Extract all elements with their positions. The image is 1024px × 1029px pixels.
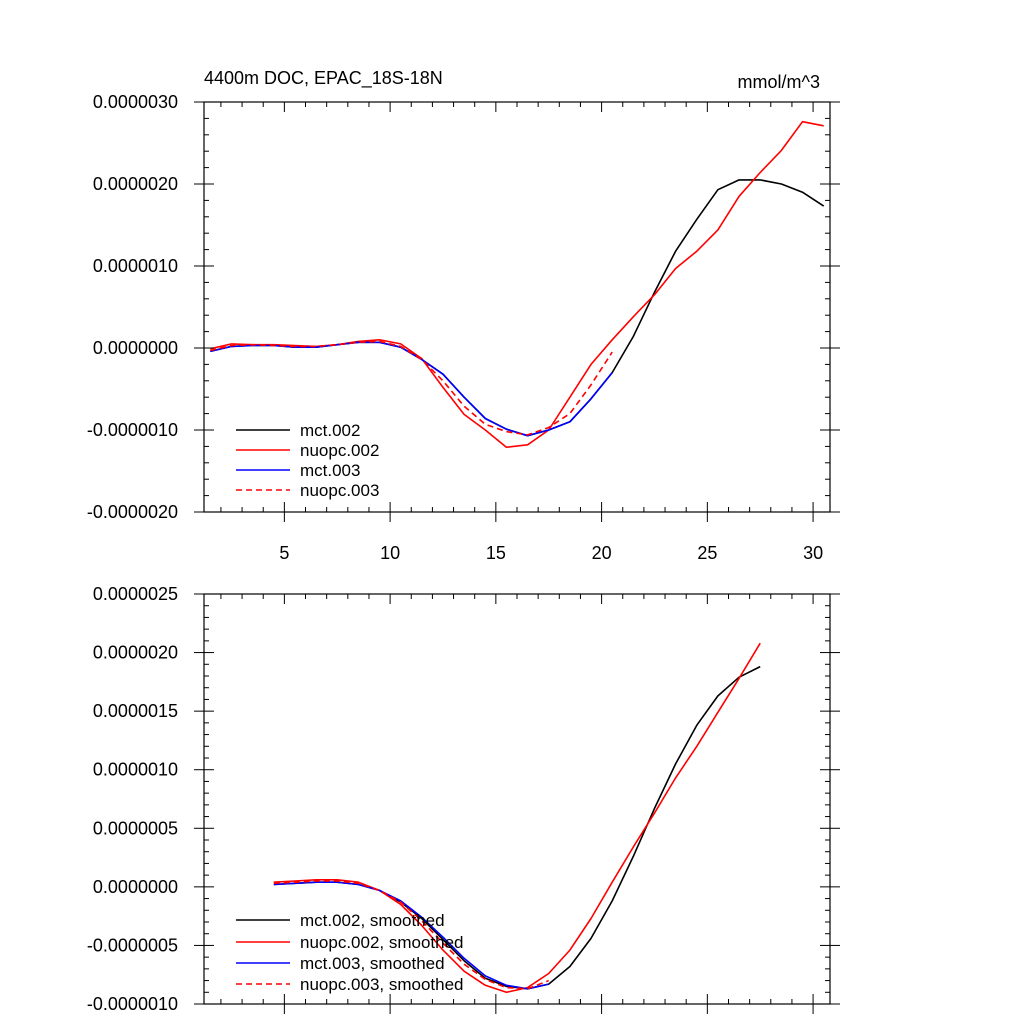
bottom-legend: mct.002, smoothed nuopc.002, smoothed mc…	[236, 911, 464, 994]
top-panel: 5 10 15 20 25 30 -0.0000020 -0.0000010 0.0000000…	[87, 68, 840, 563]
top-y-tick-label: -0.0000010	[87, 420, 178, 440]
top-y-tick-label: -0.0000020	[87, 502, 178, 522]
top-series-line-nuopc-003	[210, 340, 613, 436]
top-legend: mct.002 nuopc.002 mct.003 nuopc.003	[236, 421, 379, 500]
top-y-tick-label: 0.0000000	[93, 338, 178, 358]
top-x-tick-label: 15	[486, 543, 506, 563]
top-x-tick-label: 25	[697, 543, 717, 563]
bottom-y-tick-label: 0.0000000	[93, 877, 178, 897]
top-x-tick-label: 30	[803, 543, 823, 563]
top-y-tick-label: 0.0000020	[93, 174, 178, 194]
bottom-series-group	[273, 642, 761, 994]
bottom-y-tick-label: 0.0000020	[93, 643, 178, 663]
top-chart-title: 4400m DOC, EPAC_18S-18N	[204, 68, 443, 89]
top-x-tick-label: 10	[380, 543, 400, 563]
top-legend-label-nuopc-002: nuopc.002	[300, 441, 379, 460]
top-legend-label-nuopc-003: nuopc.003	[300, 481, 379, 500]
top-ticks-group: 5 10 15 20 25 30 -0.0000020 -0.0000010 0.0000000…	[87, 92, 840, 563]
top-series-group	[210, 120, 825, 449]
bottom-y-tick-label: -0.0000010	[87, 994, 178, 1014]
bottom-y-tick-label: 0.0000010	[93, 760, 178, 780]
bottom-legend-label-nuopc-003: nuopc.003, smoothed	[300, 975, 464, 994]
bottom-legend-label-nuopc-002: nuopc.002, smoothed	[300, 933, 464, 952]
bottom-legend-label-mct-003: mct.003, smoothed	[300, 954, 445, 973]
bottom-series-line-nuopc-003-smoothed	[273, 880, 549, 990]
bottom-y-tick-label: 0.0000025	[93, 584, 178, 604]
bottom-y-tick-label: -0.0000005	[87, 935, 178, 955]
top-legend-label-mct-003: mct.003	[300, 461, 360, 480]
bottom-legend-label-mct-002: mct.002, smoothed	[300, 911, 445, 930]
top-x-tick-label: 20	[592, 543, 612, 563]
bottom-y-tick-label: 0.0000005	[93, 818, 178, 838]
bottom-series-line-nuopc-002-smoothed	[273, 642, 761, 994]
top-y-tick-label: 0.0000030	[93, 92, 178, 112]
bottom-panel: -0.0000010 -0.0000005 0.0000000 0.0000005 0.…	[87, 584, 840, 1014]
top-units-label: mmol/m^3	[738, 72, 820, 92]
top-x-tick-label: 5	[279, 543, 289, 563]
top-y-tick-label: 0.0000010	[93, 256, 178, 276]
top-legend-label-mct-002: mct.002	[300, 421, 360, 440]
bottom-ticks-group: -0.0000010 -0.0000005 0.0000000 0.0000005 0.…	[87, 584, 840, 1014]
bottom-series-line-mct-003-smoothed	[273, 881, 549, 990]
bottom-y-tick-label: 0.0000015	[93, 701, 178, 721]
